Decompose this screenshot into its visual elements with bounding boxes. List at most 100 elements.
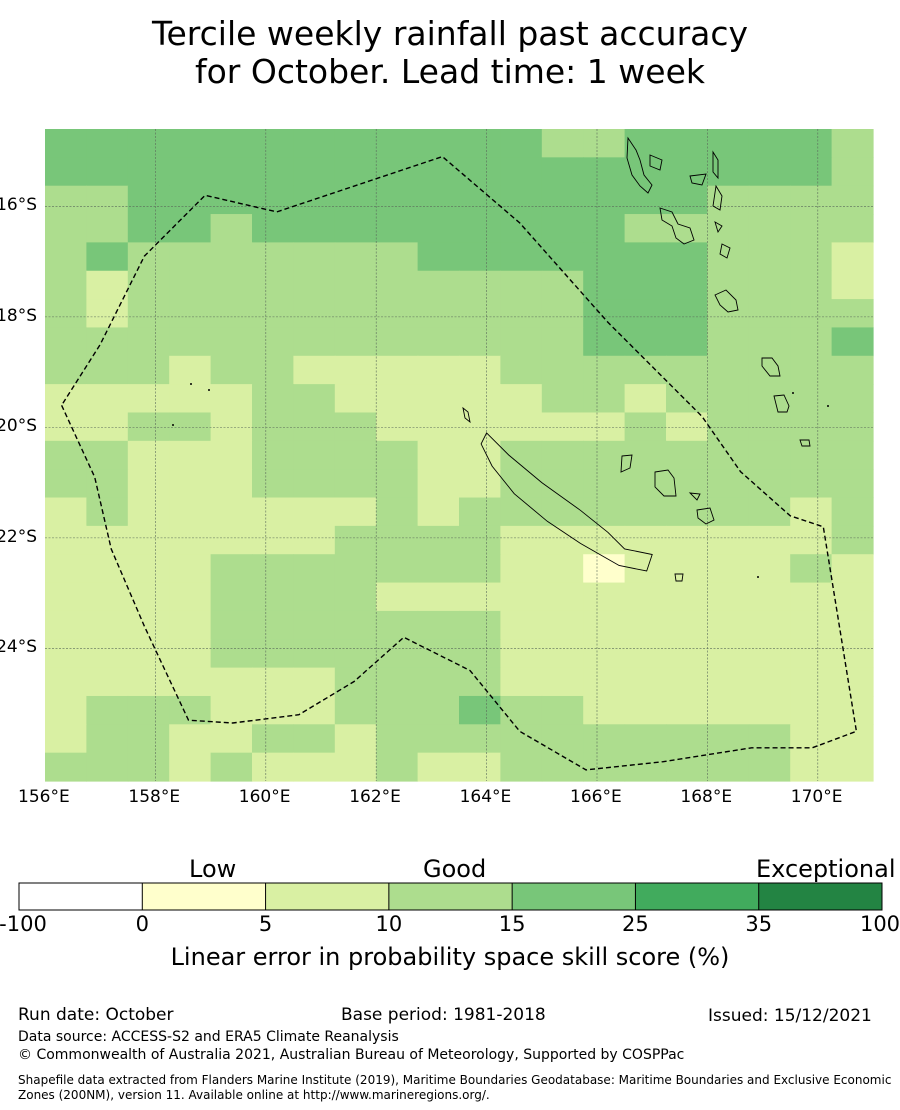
grid-cell	[334, 384, 377, 414]
island-coastline	[773, 394, 790, 413]
grid-cell	[45, 497, 87, 527]
grid-cell	[500, 554, 543, 584]
grid-cell	[748, 270, 791, 300]
grid-cell	[748, 554, 791, 584]
grid-cell	[707, 582, 750, 612]
grid-cell	[583, 270, 626, 300]
grid-cell	[459, 412, 501, 442]
colorbar-segment	[635, 883, 759, 910]
grid-cell	[334, 724, 377, 754]
grid-cell	[831, 752, 874, 782]
grid-cell	[45, 185, 87, 215]
grid-cell	[293, 497, 336, 527]
grid-cell	[583, 610, 626, 640]
grid-cell	[169, 639, 212, 669]
grid-cell	[45, 242, 87, 272]
grid-cell	[541, 412, 584, 442]
grid-cell	[624, 582, 667, 612]
grid-cell	[459, 242, 501, 272]
grid-cell	[169, 610, 212, 640]
grid-cell	[500, 497, 543, 527]
grid-cell	[252, 695, 294, 725]
grid-cell	[624, 752, 667, 782]
grid-cell	[790, 270, 833, 300]
grid-cell	[169, 440, 212, 470]
grid-cell	[790, 667, 833, 697]
grid-cell	[831, 525, 874, 555]
grid-cell	[666, 270, 708, 300]
grid-cell	[624, 270, 667, 300]
grid-cell	[86, 270, 129, 300]
grid-cell	[252, 327, 294, 357]
grid-cell	[127, 270, 170, 300]
islet	[757, 576, 759, 578]
island-coastline	[649, 154, 663, 171]
grid-cell	[376, 214, 419, 243]
grid-cell	[707, 327, 750, 357]
grid-cell	[210, 355, 253, 385]
grid-cell	[127, 525, 170, 555]
grid-cell	[500, 440, 543, 470]
grid-cell	[252, 185, 294, 215]
islet	[190, 383, 192, 385]
grid-cell	[417, 752, 460, 782]
grid-cell	[500, 724, 543, 754]
grid-cell	[210, 752, 253, 782]
grid-cell	[707, 270, 750, 300]
grid-cell	[45, 214, 87, 243]
copyright: © Commonwealth of Australia 2021, Austra…	[18, 1047, 685, 1063]
grid-cell	[127, 299, 170, 329]
colorbar-tick-label: -100	[0, 912, 47, 936]
grid-cell	[541, 752, 584, 782]
grid-cell	[210, 157, 253, 187]
grid-cell	[210, 525, 253, 555]
grid-cell	[748, 157, 791, 187]
grid-cell	[707, 695, 750, 725]
grid-cell	[459, 185, 501, 215]
grid-cell	[500, 214, 543, 243]
grid-cell	[86, 129, 129, 158]
grid-cell	[127, 667, 170, 697]
grid-cell	[790, 299, 833, 329]
grid-cell	[376, 270, 419, 300]
grid-cell	[334, 270, 377, 300]
island-coastline	[674, 573, 684, 582]
grid-cell	[541, 610, 584, 640]
grid-cell	[417, 185, 460, 215]
grid-cell	[334, 412, 377, 442]
longitude-tick-label: 158°E	[128, 787, 181, 807]
grid-cell	[624, 610, 667, 640]
grid-cell	[790, 440, 833, 470]
grid-cell	[831, 270, 874, 300]
grid-cell	[417, 270, 460, 300]
grid-cell	[831, 554, 874, 584]
grid-cell	[790, 724, 833, 754]
grid-cell	[831, 724, 874, 754]
grid-cell	[45, 724, 87, 754]
grid-cell	[748, 667, 791, 697]
grid-cell	[252, 610, 294, 640]
grid-cell	[707, 384, 750, 414]
grid-cell	[86, 412, 129, 442]
grid-cell	[831, 242, 874, 272]
grid-cell	[417, 525, 460, 555]
grid-cell	[45, 327, 87, 357]
grid-cell	[127, 384, 170, 414]
grid-cell	[459, 270, 501, 300]
grid-cell	[624, 355, 667, 385]
grid-cell	[748, 440, 791, 470]
grid-cell	[293, 469, 336, 499]
grid-cell	[831, 384, 874, 414]
colorbar-tick-label: 100	[859, 912, 900, 936]
grid-cell	[376, 355, 419, 385]
island-coastline	[714, 289, 739, 313]
grid-cell	[500, 525, 543, 555]
grid-cell	[293, 610, 336, 640]
grid-cell	[252, 582, 294, 612]
grid-cell	[252, 355, 294, 385]
grid-cell	[376, 695, 419, 725]
grid-cell	[666, 752, 708, 782]
grid-cell	[624, 327, 667, 357]
grid-cell	[127, 440, 170, 470]
grid-cell	[127, 185, 170, 215]
